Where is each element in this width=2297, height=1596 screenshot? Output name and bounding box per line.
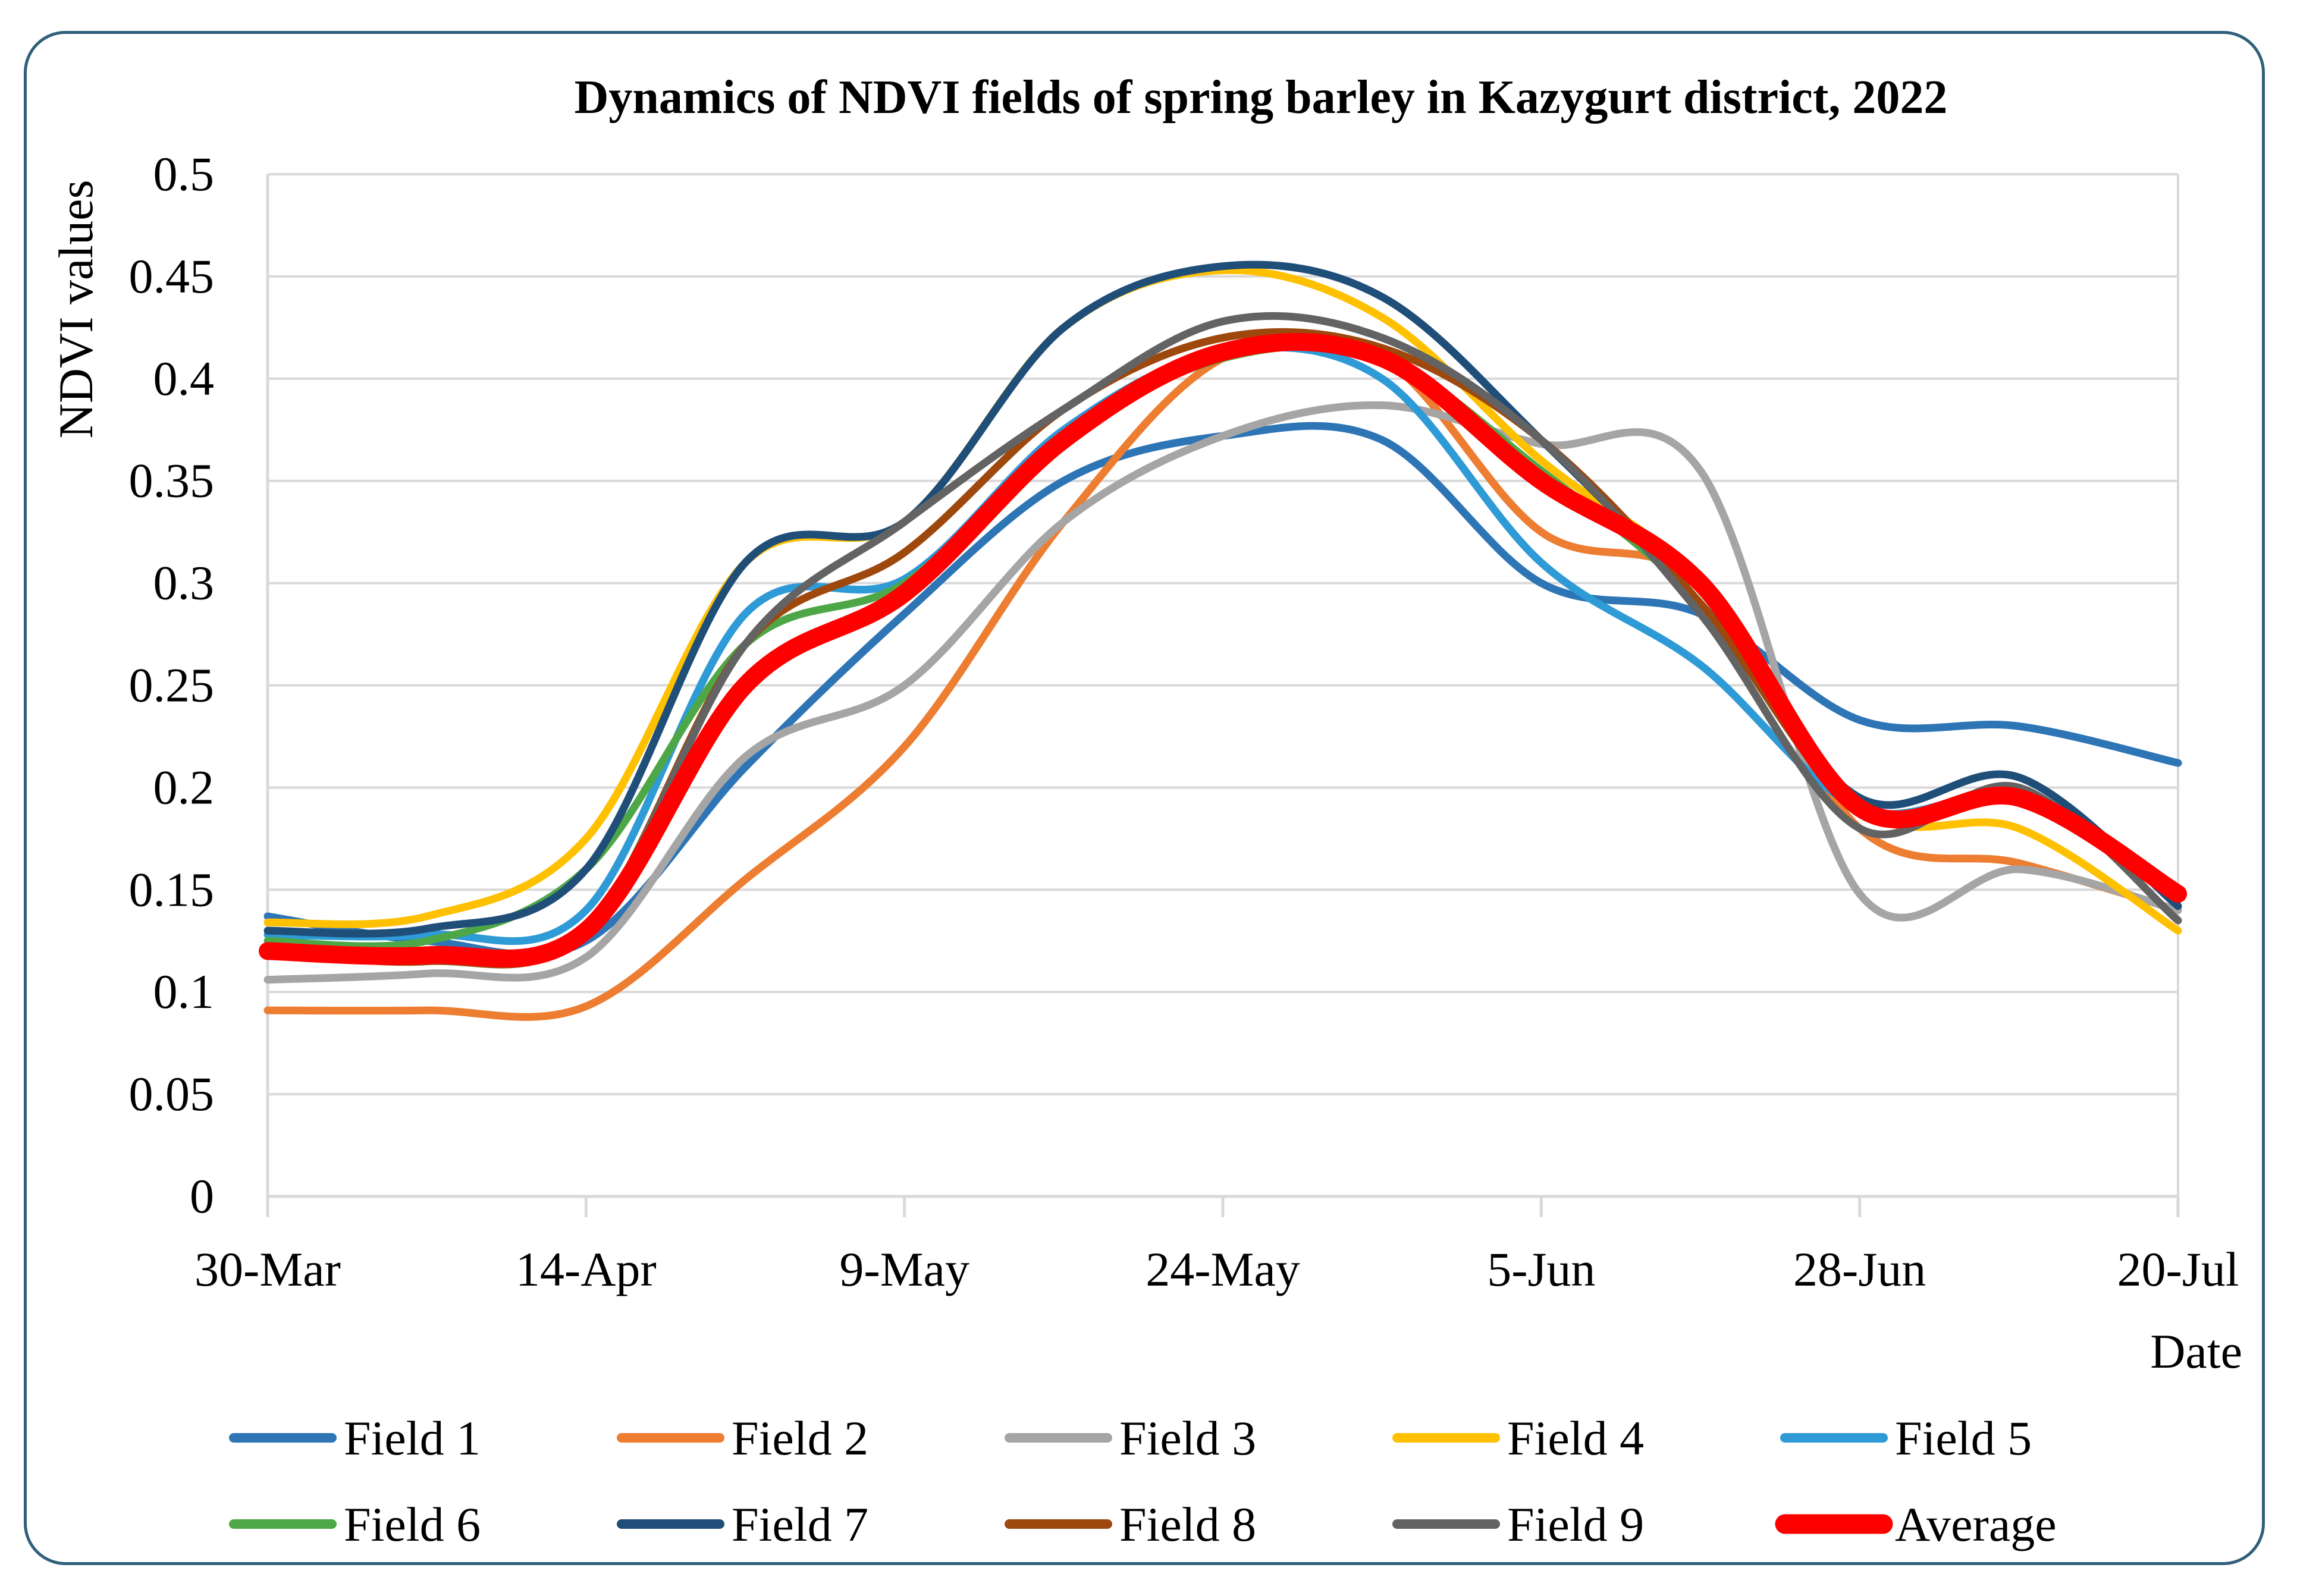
legend-label-field-6: Field 6 <box>344 1497 481 1551</box>
y-tick-label: 0.45 <box>129 249 215 303</box>
x-tick-label: 9-May <box>839 1242 969 1296</box>
chart-title: Dynamics of NDVI fields of spring barley… <box>575 71 1948 124</box>
axes: 0 0.05 0.1 0.15 0.2 0.25 0.3 0.35 0.4 0.45 0.5 30-M… <box>129 147 2239 1296</box>
legend-label-field-9: Field 9 <box>1507 1497 1644 1551</box>
y-tick-label: 0.05 <box>129 1067 215 1121</box>
y-tick-label: 0.15 <box>129 862 215 916</box>
y-tick-label: 0.4 <box>153 351 215 406</box>
x-tick-label: 5-Jun <box>1487 1242 1595 1296</box>
legend-label-field-5: Field 5 <box>1895 1411 2032 1465</box>
series-line-average <box>259 333 2187 967</box>
legend-label-average: Average <box>1895 1497 2057 1551</box>
grid-lines <box>268 173 2179 1196</box>
legend-label-field-2: Field 2 <box>732 1411 868 1465</box>
x-tick-label: 24-May <box>1146 1242 1300 1296</box>
x-tick-label: 14-Apr <box>516 1242 657 1296</box>
y-tick-label: 0.3 <box>153 556 215 610</box>
legend-label-field-4: Field 4 <box>1507 1411 1644 1465</box>
x-axis-label: Date <box>2150 1324 2242 1378</box>
y-tick-label: 0.5 <box>153 147 215 201</box>
x-tick-label: 28-Jun <box>1793 1242 1926 1296</box>
y-tick-label: 0 <box>190 1169 214 1223</box>
y-tick-label: 0.25 <box>129 658 215 712</box>
x-tick-label: 30-Mar <box>194 1242 341 1296</box>
series-lines <box>259 260 2187 1021</box>
y-tick-label: 0.35 <box>129 454 215 508</box>
legend: Field 1 Field 2 Field 3 Field 4 Field 5 Field… <box>229 1411 2057 1551</box>
y-tick-label: 0.1 <box>153 964 215 1019</box>
legend-label-field-8: Field 8 <box>1119 1497 1256 1551</box>
y-axis-label: NDVI values <box>49 180 103 439</box>
x-tick-label: 20-Jul <box>2117 1242 2239 1296</box>
series-line-field-9 <box>263 312 2182 963</box>
series-line-field-3 <box>263 401 2182 984</box>
y-tick-label: 0.2 <box>153 760 215 814</box>
series-line-field-1 <box>263 422 2182 959</box>
legend-label-field-7: Field 7 <box>732 1497 868 1551</box>
legend-label-field-1: Field 1 <box>344 1411 481 1465</box>
legend-label-field-3: Field 3 <box>1119 1411 1256 1465</box>
